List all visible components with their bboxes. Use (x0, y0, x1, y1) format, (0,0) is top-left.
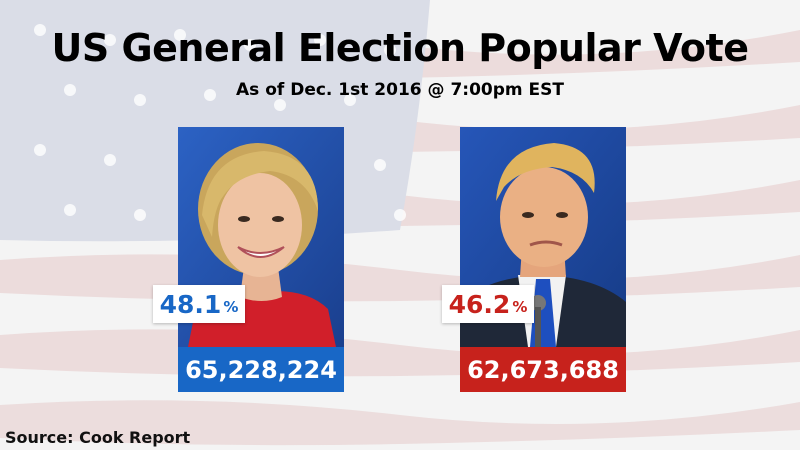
percent-symbol-right: % (512, 298, 528, 316)
percent-symbol-left: % (223, 298, 239, 316)
vote-count-right: 62,673,688 (460, 347, 626, 392)
vote-count-left: 65,228,224 (178, 347, 344, 392)
percent-badge-right: 46.2 % (442, 285, 534, 323)
candidate-card-right: 46.2 % 62,673,688 (442, 127, 626, 392)
percent-value-left: 48.1 (159, 289, 222, 319)
page-title: US General Election Popular Vote (51, 26, 749, 70)
percent-value-right: 46.2 (448, 289, 511, 319)
candidate-card-left: 48.1 % 65,228,224 (153, 127, 344, 392)
page-subtitle: As of Dec. 1st 2016 @ 7:00pm EST (236, 80, 564, 100)
candidate-photo-left (178, 127, 344, 347)
source-credit: Source: Cook Report (5, 428, 191, 447)
candidate-photo-left-icon (178, 127, 344, 347)
percent-badge-left: 48.1 % (153, 285, 245, 323)
